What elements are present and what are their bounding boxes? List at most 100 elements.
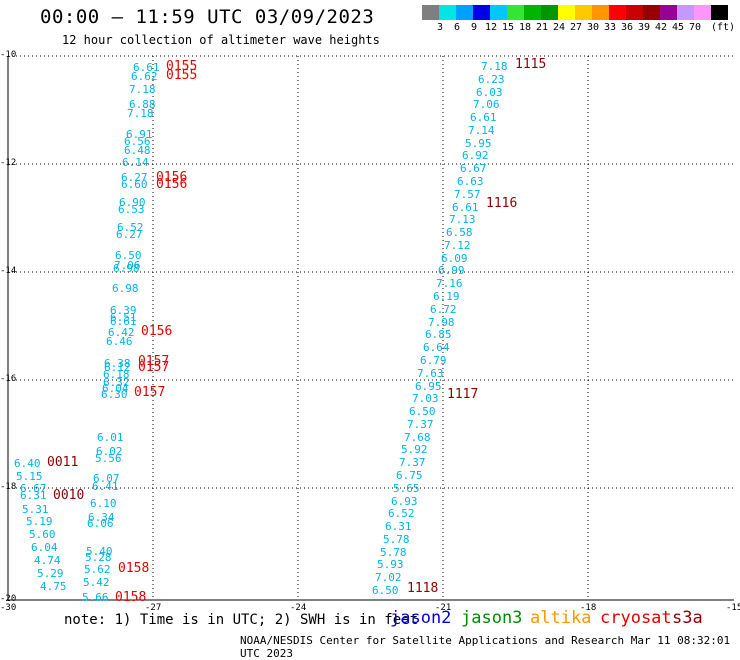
swh-value: 6.02 [96, 445, 123, 458]
color-scale-label: 12 [484, 22, 498, 33]
swh-value: 6.61 [470, 111, 497, 124]
color-scale-swatch [643, 5, 660, 20]
swh-value: 6.06 [87, 517, 114, 530]
swh-value: 6.40 [14, 457, 41, 470]
swh-value: 6.39 [110, 304, 137, 317]
x-axis-tick-label: -18 [580, 603, 597, 613]
y-axis-tick-label: -16 [0, 374, 17, 384]
swh-value: 6.61 [133, 61, 160, 74]
y-axis-tick-label: -14 [0, 266, 17, 276]
swh-value: 6.63 [457, 175, 484, 188]
overpass-time-label: 0156 [141, 324, 173, 339]
swh-value: 6.72 [430, 303, 457, 316]
swh-value: 5.78 [380, 546, 407, 559]
swh-value: 6.04 [31, 541, 58, 554]
color-scale-unit: (ft) [711, 22, 736, 33]
swh-value: 4.74 [34, 554, 61, 567]
swh-value: 7.63 [417, 367, 444, 380]
y-axis-tick-label: -12 [0, 158, 17, 168]
swh-value: 5.31 [22, 503, 49, 516]
color-scale-swatch [626, 5, 643, 20]
color-scale: (ft) 3 6 9 12 15 18 21 24 27 30 33 36 39 42 45 70 [422, 5, 735, 33]
overpass-time-label: 1117 [447, 387, 479, 402]
legend-item-altika: altika [530, 608, 592, 628]
swh-value: 7.06 [473, 98, 500, 111]
swh-value: 6.98 [112, 282, 139, 295]
x-axis-tick-label: -30 [0, 603, 17, 613]
page-title: 00:00 – 11:59 UTC 03/09/2023 [40, 6, 375, 28]
footer-credit: NOAA/NESDIS Center for Satellite Applica… [240, 634, 731, 660]
swh-value: 6.23 [478, 73, 505, 86]
overpass-time-label: 0155 [166, 68, 198, 83]
color-scale-swatch [507, 5, 524, 20]
color-scale-swatch [711, 5, 728, 20]
note-text: note: 1) Time is in UTC; 2) SWH is in fe… [64, 612, 419, 628]
swh-value: 6.92 [462, 149, 489, 162]
color-scale-label: 27 [569, 22, 583, 33]
swh-value: 6.50 [409, 405, 436, 418]
swh-value: 6.41 [92, 480, 119, 493]
swh-value: 6.95 [415, 380, 442, 393]
swh-value: 5.62 [84, 563, 111, 576]
page-subtitle: 12 hour collection of altimeter wave hei… [62, 33, 380, 47]
swh-value: 6.48 [124, 144, 151, 157]
swh-value: 6.88 [129, 98, 156, 111]
color-scale-swatch [694, 5, 711, 20]
overpass-time-label: 1116 [486, 196, 518, 211]
swh-value: 7.57 [454, 188, 481, 201]
color-scale-swatch [558, 5, 575, 20]
swh-value: 7.68 [404, 431, 431, 444]
swh-value: 7.37 [407, 418, 434, 431]
swh-value: 6.38 [104, 357, 131, 370]
swh-value: 6.99 [438, 264, 465, 277]
overpass-time-label: 1118 [407, 581, 439, 596]
color-scale-swatch [609, 5, 626, 20]
swh-value: 6.27 [116, 228, 143, 241]
swh-value: 6.32 [103, 376, 130, 389]
color-scale-swatch [541, 5, 558, 20]
swh-value: 6.52 [388, 507, 415, 520]
swh-value: 6.67 [460, 162, 487, 175]
swh-value: 7.18 [129, 83, 156, 96]
swh-value: 6.61 [110, 315, 137, 328]
swh-value: 6.98 [113, 262, 140, 275]
swh-value: 7.37 [399, 456, 426, 469]
color-scale-swatch [660, 5, 677, 20]
legend-item-cryosat: cryosat [600, 608, 672, 628]
swh-value: 5.29 [37, 567, 64, 580]
color-scale-label: 6 [453, 22, 461, 33]
swh-value: 6.12 [104, 361, 131, 374]
swh-value: 5.66 [82, 591, 109, 604]
swh-value: 7.12 [444, 239, 471, 252]
color-scale-swatch [592, 5, 609, 20]
swh-value: 6.07 [93, 472, 120, 485]
swh-value: 6.51 [110, 311, 137, 324]
swh-value: 7.02 [375, 571, 402, 584]
swh-value: 6.01 [97, 431, 124, 444]
color-scale-label: 33 [603, 22, 617, 33]
color-scale-swatch [677, 5, 694, 20]
swh-value: 6.79 [420, 354, 447, 367]
swh-value: 6.56 [124, 135, 151, 148]
swh-value: 6.09 [441, 252, 468, 265]
swh-value: 6.19 [433, 290, 460, 303]
color-scale-swatch [439, 5, 456, 20]
swh-value: 5.65 [393, 482, 420, 495]
swh-value: 6.93 [391, 495, 418, 508]
swh-value: 7.14 [468, 124, 495, 137]
swh-value: 7.13 [449, 213, 476, 226]
color-scale-label: 70 [688, 22, 702, 33]
swh-value: 6.30 [101, 388, 128, 401]
overpass-time-label: 1115 [515, 57, 547, 72]
swh-value: 6.46 [106, 335, 133, 348]
color-scale-label: 9 [470, 22, 478, 33]
swh-value: 6.04 [102, 382, 129, 395]
swh-value: 6.10 [90, 497, 117, 510]
y-axis-tick-label: -20 [0, 594, 17, 604]
swh-value: 7.06 [114, 259, 141, 272]
swh-value: 4.75 [40, 580, 67, 593]
swh-value: 6.18 [103, 368, 130, 381]
swh-value: 7.03 [412, 392, 439, 405]
color-scale-label: 24 [552, 22, 566, 33]
swh-value: 7.98 [428, 316, 455, 329]
